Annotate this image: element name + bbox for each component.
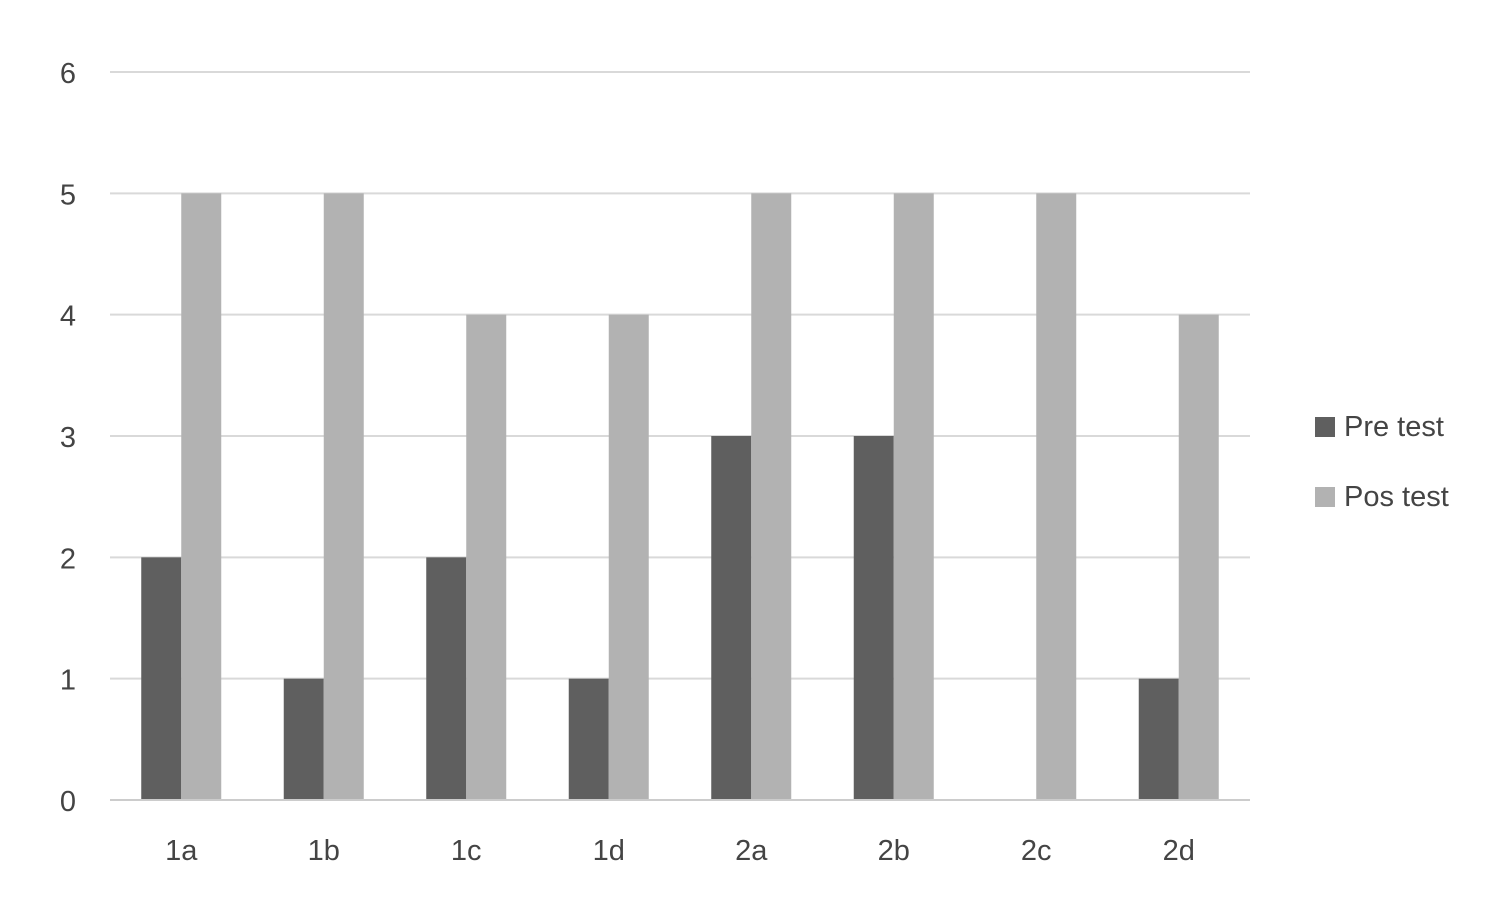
x-tick-label: 1b [308,835,340,867]
legend: Pre test Pos test [1315,411,1449,513]
y-tick-label: 4 [60,301,76,333]
legend-swatch [1315,487,1335,507]
y-tick-label: 0 [60,786,76,818]
bar-pre-test-1a [141,557,182,800]
bar-pos-test-2a [751,193,792,801]
x-tick-label: 2d [1163,835,1195,867]
bars [141,193,1219,801]
bar-pos-test-2b [893,193,934,801]
bar-pos-test-2d [1178,314,1219,800]
x-axis-labels: 1a 1b 1c 1d 2a 2b 2c 2d [165,835,1195,867]
bar-pos-test-1a [181,193,222,801]
y-tick-label: 6 [60,58,76,90]
gridlines [110,71,1250,680]
x-tick-label: 1d [593,835,625,867]
legend-label: Pos test [1344,481,1449,513]
y-tick-label: 3 [60,422,76,454]
bar-pre-test-1d [568,678,609,800]
bar-pre-test-2b [853,436,894,800]
x-tick-label: 1c [451,835,482,867]
bar-pos-test-1b [323,193,364,801]
bar-pre-test-1b [283,678,324,800]
legend-swatch [1315,417,1335,437]
x-tick-label: 2c [1021,835,1052,867]
bar-pre-test-1c [426,557,467,800]
legend-label: Pre test [1344,411,1444,443]
bar-pos-test-1d [608,314,649,800]
y-tick-label: 5 [60,179,76,211]
y-tick-label: 1 [60,665,76,697]
bar-pos-test-2c [1036,193,1077,801]
x-tick-label: 2a [735,835,768,867]
y-tick-label: 2 [60,543,76,575]
bar-pre-test-2a [711,436,752,800]
x-tick-label: 1a [165,835,198,867]
x-tick-label: 2b [878,835,910,867]
y-axis-ticks: 0 1 2 3 4 5 6 [60,58,76,818]
bar-pre-test-2d [1138,678,1179,800]
bar-pos-test-1c [466,314,507,800]
